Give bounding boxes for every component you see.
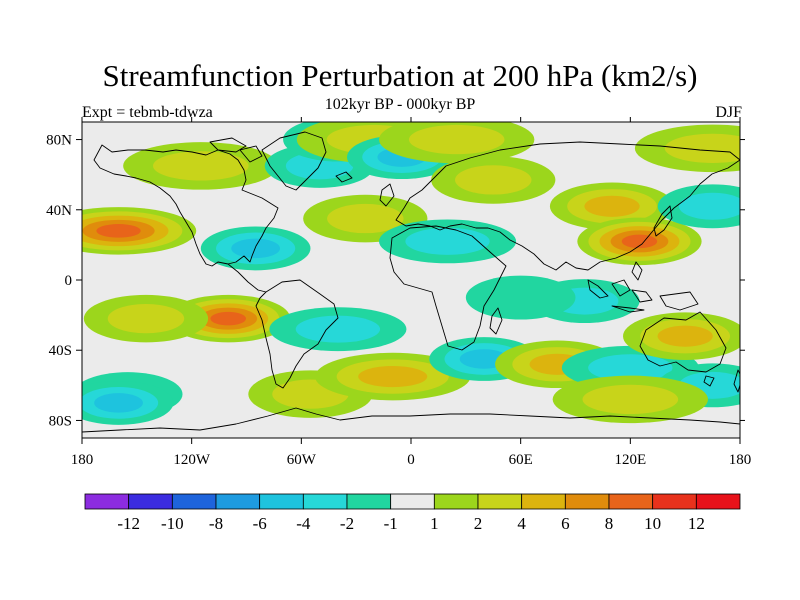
colorbar-swatch [564, 493, 610, 510]
colorbar-label: -8 [209, 514, 223, 533]
eurasia-coast [395, 141, 740, 271]
contour-band [588, 354, 673, 382]
colorbar-swatch [477, 493, 523, 510]
season-label: DJF [715, 104, 742, 121]
colorbar: -12 -10 -8 -6 -4 -2 -1 1 2 4 6 8 10 12 [84, 493, 741, 533]
contour-band [664, 133, 740, 163]
colorbar-swatch [346, 493, 392, 510]
antarctica-coast [82, 407, 740, 433]
colorbar-swatch [433, 493, 479, 510]
contour-band [621, 234, 658, 249]
colorbar-swatch [652, 493, 697, 510]
lat-tick-label: 80N [46, 133, 72, 149]
colorbar-label: -4 [296, 514, 311, 533]
arctic-islands-coast [209, 137, 263, 163]
field-anomaly [82, 380, 174, 425]
colorbar-swatch [128, 493, 173, 510]
field-anomaly [634, 124, 740, 173]
colorbar-label: -10 [161, 514, 184, 533]
field-anomaly [657, 184, 740, 229]
lon-tick-label: 120W [173, 452, 211, 468]
field-anomaly [82, 207, 197, 255]
africa-coast [389, 225, 507, 351]
contour-band [584, 195, 640, 217]
lat-tick-label: 80S [49, 413, 72, 429]
british-isles-coast [379, 183, 395, 207]
colorbar-swatch [608, 493, 654, 510]
field-anomaly [379, 122, 535, 164]
colorbar-label: 10 [644, 514, 661, 533]
north-america-coast [93, 144, 279, 267]
field-anomaly [465, 275, 576, 320]
contour-band [465, 275, 576, 320]
greenland-coast [261, 131, 327, 191]
colorbar-label: 2 [474, 514, 483, 533]
contour-band [358, 365, 428, 388]
lon-tick-label: 60W [287, 452, 317, 468]
colorbar-swatch [302, 493, 348, 510]
contour-band [96, 224, 141, 238]
field-anomaly [552, 375, 709, 424]
lon-tick-label: 60E [509, 452, 533, 468]
colorbar-swatch [521, 493, 566, 510]
experiment-label: Expt = tebmb-tdwza [82, 104, 213, 121]
lon-tick-label: 180 [729, 452, 752, 468]
field-anomaly [123, 142, 279, 190]
lat-tick-label: 40N [46, 203, 72, 219]
south-america-coast [255, 279, 339, 389]
tasmania-coast [703, 375, 715, 387]
colorbar-label: 4 [517, 514, 526, 533]
australia-coast [639, 311, 727, 373]
lon-tick-label: 180 [71, 452, 94, 468]
colorbar-swatch [259, 493, 304, 510]
colorbar-swatch [215, 493, 261, 510]
colorbar-label: 12 [688, 514, 705, 533]
contour-band [657, 325, 713, 347]
maritime-continent-coast [587, 261, 699, 313]
colorbar-label: 6 [561, 514, 570, 533]
colorbar-label: 1 [430, 514, 439, 533]
colorbar-swatch [171, 493, 217, 510]
chart-title: Streamfunction Perturbation at 200 hPa (… [102, 58, 698, 93]
contour-band [210, 311, 246, 326]
contour-band [678, 192, 740, 220]
contour-band [455, 165, 532, 195]
map-axes: 180 120W 60W 0 60E 120E 180 80N 40N 0 40S 80S [46, 117, 751, 468]
contour-band [107, 304, 185, 334]
new-zealand-coast [733, 369, 740, 393]
lon-tick-label: 0 [407, 452, 415, 468]
contour-band [405, 227, 490, 255]
contour-band [94, 393, 143, 413]
colorbar-swatch [84, 493, 130, 510]
colorbar-label: 8 [605, 514, 614, 533]
contour-band [408, 124, 505, 155]
chart-subtitle: 102kyr BP - 000kyr BP [324, 96, 476, 113]
field-anomaly [200, 226, 311, 271]
colorbar-label: -1 [384, 514, 398, 533]
coastlines [82, 131, 740, 433]
colorbar-label: -6 [253, 514, 267, 533]
madagascar-coast [489, 307, 503, 335]
contour-band [582, 384, 679, 414]
japan-coast [653, 205, 673, 237]
colorbar-label: -2 [340, 514, 354, 533]
colorbar-label: -12 [117, 514, 140, 533]
contour-band [295, 315, 381, 343]
lat-tick-label: 40S [49, 343, 72, 359]
field-anomaly [577, 217, 702, 266]
field-anomaly [269, 307, 407, 352]
lon-tick-label: 120E [614, 452, 646, 468]
iceland-coast [335, 171, 353, 183]
colorbar-swatch [695, 493, 741, 510]
field-anomaly [431, 156, 556, 204]
contour-band [153, 151, 249, 181]
contour-band [231, 238, 281, 259]
contour-band [327, 203, 404, 234]
central-america-coast [227, 263, 267, 293]
colorbar-swatch [390, 493, 435, 510]
streamfunction-field [82, 122, 740, 425]
lat-tick-label: 0 [65, 273, 73, 289]
field-anomaly [83, 294, 209, 343]
